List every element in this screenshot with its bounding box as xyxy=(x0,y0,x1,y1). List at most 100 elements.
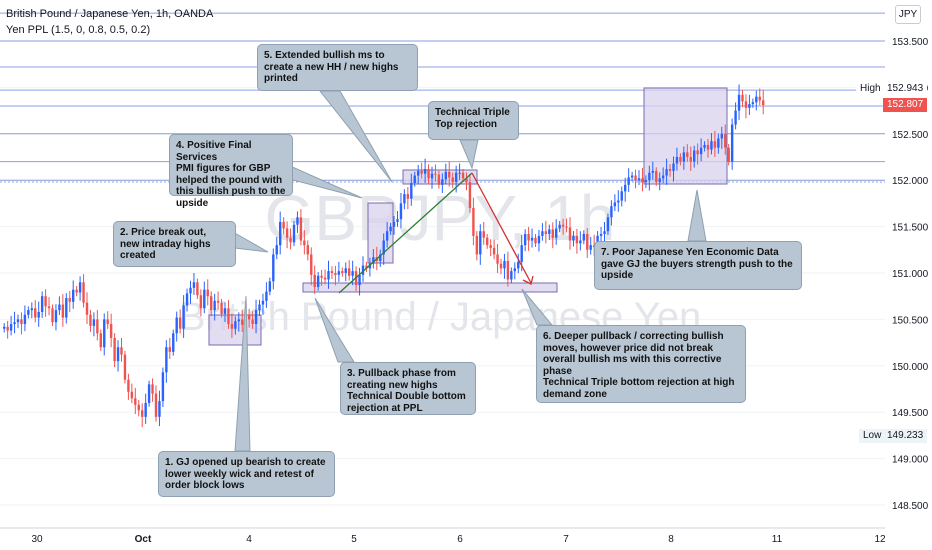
annotation-3[interactable]: 3. Pullback phase from creating new high… xyxy=(340,362,476,415)
candle xyxy=(755,90,758,111)
candle-body xyxy=(334,273,337,275)
x-tick-label: Oct xyxy=(135,534,152,545)
candle xyxy=(492,239,496,260)
candle-body xyxy=(689,157,692,162)
candle xyxy=(16,314,20,329)
candle-body xyxy=(582,234,585,241)
candle xyxy=(613,194,617,212)
candle-body xyxy=(696,150,699,155)
candle-body xyxy=(161,372,165,402)
candle-body xyxy=(165,347,168,373)
currency-button[interactable]: JPY xyxy=(895,5,921,24)
candle xyxy=(406,187,410,210)
candle xyxy=(689,146,692,171)
candle-body xyxy=(203,289,206,309)
candle-body xyxy=(558,224,561,229)
annotation-top[interactable]: Technical Triple Top rejection xyxy=(428,101,519,140)
candle xyxy=(523,229,527,252)
candle xyxy=(385,221,389,248)
candle xyxy=(127,373,130,400)
y-tick-label: 152.000 xyxy=(892,176,929,187)
candle-body xyxy=(482,231,485,238)
candle-body xyxy=(727,147,730,162)
candle-body xyxy=(279,221,282,246)
candle-body xyxy=(679,157,682,162)
candle xyxy=(223,302,227,322)
candle-body xyxy=(655,170,658,183)
candle xyxy=(227,300,230,329)
candle-body xyxy=(479,231,482,255)
candle xyxy=(37,301,40,327)
candle-body xyxy=(337,271,341,275)
candle xyxy=(137,399,140,417)
candle-body xyxy=(699,147,703,155)
candle-body xyxy=(299,217,303,241)
symbol-title[interactable]: British Pound / Japanese Yen, 1h, OANDA xyxy=(6,8,214,20)
candle-body xyxy=(178,317,182,329)
annotation-7[interactable]: 7. Poor Japanese Yen Economic Data gave … xyxy=(594,241,802,290)
annotation-6[interactable]: 6. Deeper pullback / correcting bullish … xyxy=(536,325,746,403)
candle xyxy=(465,172,468,191)
candle xyxy=(644,175,648,188)
candle-body xyxy=(310,254,313,275)
candle xyxy=(254,299,258,334)
candle xyxy=(368,257,372,277)
annotation-2[interactable]: 2. Price break out, new intraday highs c… xyxy=(113,221,236,267)
indicator-label[interactable]: Yen PPL (1.5, 0, 0.8, 0.5, 0.2) xyxy=(6,24,151,36)
candle xyxy=(730,118,734,170)
candle xyxy=(606,213,610,235)
candle-body xyxy=(610,206,613,218)
candle xyxy=(434,164,437,182)
candle-body xyxy=(175,317,178,334)
candle-body xyxy=(385,231,389,241)
candle-body xyxy=(630,175,634,178)
candle xyxy=(392,216,396,235)
candle-body xyxy=(185,293,189,306)
candle-body xyxy=(13,322,16,325)
candle xyxy=(75,285,78,297)
candle xyxy=(341,267,344,277)
candle-body xyxy=(599,234,603,236)
candle-body xyxy=(51,308,54,323)
candle xyxy=(234,316,237,335)
candle xyxy=(134,387,137,415)
candle xyxy=(116,340,120,372)
candle xyxy=(696,143,699,165)
low-label: Low xyxy=(859,429,886,443)
candle-body xyxy=(216,300,220,303)
candle-body xyxy=(285,228,289,238)
candle xyxy=(558,221,561,233)
candle-body xyxy=(296,217,299,225)
candle xyxy=(472,197,475,246)
candle-body xyxy=(389,226,392,232)
candle-body xyxy=(686,152,689,157)
candle-body xyxy=(523,234,527,246)
candle-body xyxy=(762,100,765,106)
candle xyxy=(382,233,385,265)
candle xyxy=(316,272,320,291)
candle-body xyxy=(748,104,751,108)
candle xyxy=(444,163,447,185)
candle-body xyxy=(320,275,323,278)
candle-body xyxy=(561,224,565,227)
annotation-4[interactable]: 4. Positive Final Services PMI figures f… xyxy=(169,134,293,209)
candle xyxy=(417,164,420,184)
pointer-note-5 xyxy=(318,90,393,183)
candle-body xyxy=(154,393,158,417)
candle xyxy=(113,333,116,368)
candle-body xyxy=(213,300,216,311)
candle-body xyxy=(9,324,13,331)
candle xyxy=(699,138,703,162)
candle-body xyxy=(758,96,761,101)
annotation-1[interactable]: 1. GJ opened up bearish to create lower … xyxy=(158,451,335,497)
candle xyxy=(82,274,85,308)
candle-body xyxy=(682,152,686,162)
candle-body xyxy=(303,240,306,246)
candle-body xyxy=(358,274,361,286)
candle-body xyxy=(413,175,416,183)
candle-body xyxy=(227,308,230,325)
annotation-5[interactable]: 5. Extended bullish ms to create a new H… xyxy=(257,44,418,91)
candle xyxy=(413,171,416,187)
candle-body xyxy=(151,384,154,394)
